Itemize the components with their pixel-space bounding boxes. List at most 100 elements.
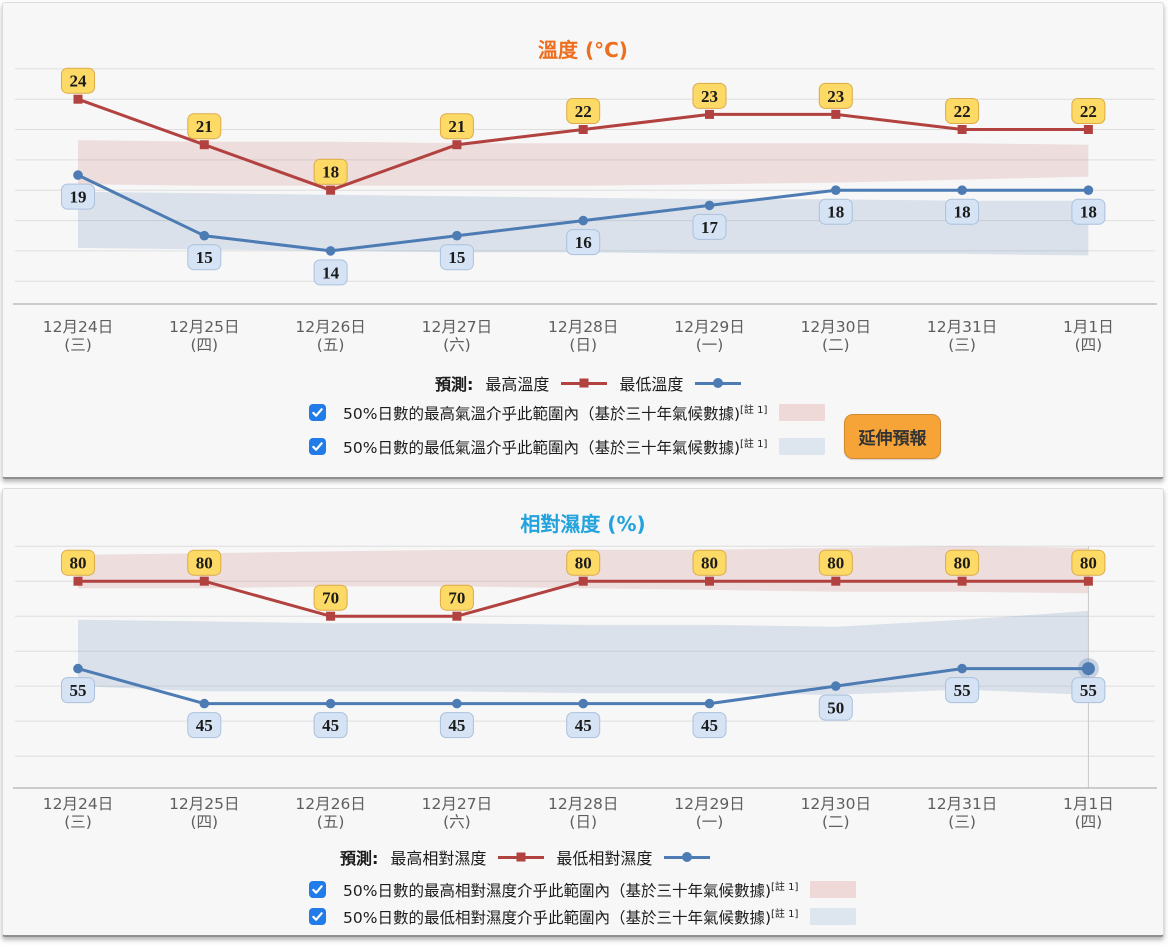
max-rh-legend-marker <box>498 855 545 859</box>
svg-text:14: 14 <box>322 263 340 282</box>
svg-text:80: 80 <box>196 554 213 573</box>
svg-text:12月29日: 12月29日 <box>674 318 744 336</box>
check-icon <box>312 408 323 417</box>
temperature-chart[interactable]: 24 21 18 21 22 23 23 22 22 19 15 14 15 16 17 18 18 18 12月2… <box>3 61 1163 361</box>
extended-forecast-button[interactable]: 延伸預報 <box>844 414 941 459</box>
svg-text:12月31日: 12月31日 <box>927 318 997 336</box>
svg-text:12月29日: 12月29日 <box>674 795 744 813</box>
svg-text:55: 55 <box>954 681 971 700</box>
max-rh-range-label: 50%日數的最高相對濕度介乎此範圍內（基於三十年氣候數據)[註 1] <box>343 882 799 901</box>
svg-text:23: 23 <box>827 87 844 106</box>
min-rh-legend-marker <box>664 855 711 859</box>
svg-text:12月26日: 12月26日 <box>295 318 365 336</box>
svg-text:12月24日: 12月24日 <box>43 318 113 336</box>
max-temp-range-swatch <box>779 404 826 422</box>
min-temp-range-row: 50%日數的最低氣溫介乎此範圍內（基於三十年氣候數據)[註 1] <box>309 435 826 458</box>
svg-text:12月28日: 12月28日 <box>548 318 618 336</box>
min-temp-range-swatch <box>779 438 826 456</box>
svg-text:(二): (二) <box>822 336 850 354</box>
note-superscript: [註 1] <box>771 909 799 920</box>
svg-text:12月27日: 12月27日 <box>422 795 492 813</box>
svg-text:1月1日: 1月1日 <box>1063 318 1114 336</box>
svg-text:80: 80 <box>1080 554 1097 573</box>
svg-text:22: 22 <box>575 102 592 121</box>
min-temp-range-label: 50%日數的最低氣溫介乎此範圍內（基於三十年氣候數據)[註 1] <box>343 439 768 458</box>
max-temp-range-row: 50%日數的最高氣溫介乎此範圍內（基於三十年氣候數據)[註 1] <box>309 401 826 424</box>
min-rh-range-label: 50%日數的最低相對濕度介乎此範圍內（基於三十年氣候數據)[註 1] <box>343 909 799 928</box>
max-temp-range-checkbox[interactable] <box>309 404 326 422</box>
svg-text:70: 70 <box>322 589 339 608</box>
max-rh-range-row: 50%日數的最高相對濕度介乎此範圍內（基於三十年氣候數據)[註 1] <box>309 878 857 901</box>
note-superscript: [註 1] <box>771 882 799 893</box>
legend-prefix: 預測: <box>340 849 379 868</box>
svg-text:(六): (六) <box>443 336 471 354</box>
svg-text:21: 21 <box>448 117 465 136</box>
humidity-legend: 預測: 最高相對濕度 最低相對濕度 <box>340 845 711 869</box>
svg-text:(四): (四) <box>1075 336 1103 354</box>
svg-text:(三): (三) <box>64 813 92 831</box>
svg-text:(五): (五) <box>317 336 345 354</box>
svg-text:12月25日: 12月25日 <box>169 318 239 336</box>
max-rh-range-swatch <box>810 881 857 899</box>
max-rh-legend-label: 最高相對濕度 <box>390 849 487 868</box>
svg-text:12月24日: 12月24日 <box>43 795 113 813</box>
note-superscript: [註 1] <box>740 405 768 416</box>
svg-text:1月1日: 1月1日 <box>1063 795 1114 813</box>
svg-text:(四): (四) <box>190 813 218 831</box>
max-temp-legend-label: 最高溫度 <box>485 375 550 394</box>
min-temp-legend-marker <box>695 381 742 385</box>
svg-text:23: 23 <box>701 87 718 106</box>
min-temp-range-checkbox[interactable] <box>309 438 326 456</box>
svg-text:(一): (一) <box>696 336 724 354</box>
svg-text:18: 18 <box>954 203 971 222</box>
svg-text:12月31日: 12月31日 <box>927 795 997 813</box>
svg-text:18: 18 <box>322 163 339 182</box>
min-temp-legend-label: 最低溫度 <box>619 375 684 394</box>
temperature-legend: 預測: 最高溫度 最低溫度 <box>435 371 742 395</box>
min-rh-range-checkbox[interactable] <box>309 908 326 926</box>
svg-text:22: 22 <box>954 102 971 121</box>
svg-text:19: 19 <box>70 188 87 207</box>
svg-text:45: 45 <box>322 716 339 735</box>
svg-text:(三): (三) <box>64 336 92 354</box>
svg-text:55: 55 <box>70 681 87 700</box>
min-rh-legend-label: 最低相對濕度 <box>556 849 653 868</box>
temperature-panel: 溫度 (°C) 24 21 18 21 22 23 23 22 22 19 15 14 15 16 17 18… <box>2 2 1164 479</box>
svg-text:70: 70 <box>448 589 465 608</box>
svg-text:45: 45 <box>196 716 213 735</box>
humidity-chart[interactable]: 80 80 70 70 80 80 80 80 80 55 45 45 45 45 45 50 55 55 12月2… <box>3 538 1163 838</box>
temperature-chart-title: 溫度 (°C) <box>538 38 628 62</box>
svg-text:45: 45 <box>701 716 718 735</box>
svg-text:(四): (四) <box>190 336 218 354</box>
svg-text:(三): (三) <box>948 336 976 354</box>
note-superscript: [註 1] <box>740 439 768 450</box>
legend-prefix: 預測: <box>435 375 474 394</box>
svg-text:17: 17 <box>701 218 719 237</box>
svg-text:(三): (三) <box>948 813 976 831</box>
svg-text:12月30日: 12月30日 <box>801 795 871 813</box>
svg-text:80: 80 <box>70 554 87 573</box>
svg-text:(五): (五) <box>317 813 345 831</box>
svg-text:50: 50 <box>827 699 844 718</box>
svg-text:18: 18 <box>1080 203 1097 222</box>
svg-text:16: 16 <box>575 233 592 252</box>
svg-text:22: 22 <box>1080 102 1097 121</box>
svg-text:80: 80 <box>827 554 844 573</box>
max-rh-range-checkbox[interactable] <box>309 881 326 899</box>
svg-text:24: 24 <box>70 72 88 91</box>
svg-text:15: 15 <box>448 248 465 267</box>
min-rh-range-row: 50%日數的最低相對濕度介乎此範圍內（基於三十年氣候數據)[註 1] <box>309 905 857 928</box>
svg-text:(日): (日) <box>569 813 597 831</box>
svg-text:45: 45 <box>575 716 592 735</box>
svg-text:80: 80 <box>954 554 971 573</box>
svg-text:(一): (一) <box>696 813 724 831</box>
max-temp-range-label: 50%日數的最高氣溫介乎此範圍內（基於三十年氣候數據)[註 1] <box>343 405 768 424</box>
check-icon <box>312 885 323 894</box>
humidity-chart-title: 相對濕度 (%) <box>520 512 646 536</box>
svg-text:12月30日: 12月30日 <box>801 318 871 336</box>
check-icon <box>312 442 323 451</box>
min-rh-range-swatch <box>810 908 857 926</box>
svg-text:80: 80 <box>575 554 592 573</box>
svg-text:12月25日: 12月25日 <box>169 795 239 813</box>
